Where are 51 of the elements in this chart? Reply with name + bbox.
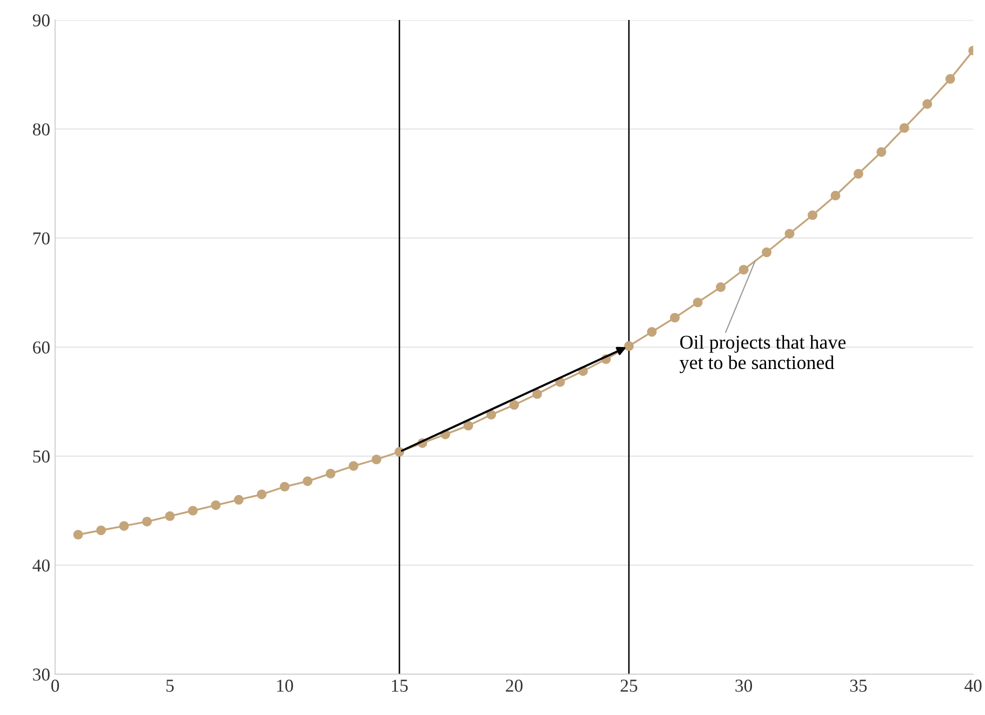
- point: [142, 516, 152, 526]
- point: [624, 341, 634, 351]
- point: [348, 461, 358, 471]
- point: [876, 147, 886, 157]
- point: [73, 530, 83, 540]
- point: [692, 298, 703, 308]
- x-tick-label: 10: [277, 680, 294, 692]
- point: [945, 74, 956, 84]
- annotation: Oil projects that have yet to be sanctioned: [680, 335, 846, 374]
- x-tick-label: 0: [51, 680, 59, 692]
- point: [899, 123, 910, 133]
- point: [784, 228, 794, 239]
- point: [165, 511, 175, 521]
- point: [647, 327, 657, 337]
- point: [738, 264, 749, 275]
- point: [716, 282, 726, 292]
- point: [762, 247, 772, 258]
- point: [210, 500, 221, 510]
- y-tick-label: 30: [33, 668, 50, 681]
- y-tick-label: 70: [33, 232, 50, 245]
- y-tick-label: 40: [32, 559, 50, 572]
- y-tick-label: 80: [32, 123, 50, 136]
- point: [854, 168, 864, 179]
- point: [280, 482, 290, 492]
- point: [394, 446, 404, 457]
- point: [532, 389, 542, 399]
- x-tick-label: 25: [620, 680, 638, 692]
- point: [509, 400, 520, 410]
- x-tick-label: 5: [166, 680, 174, 692]
- y-tick-label: 90: [32, 14, 50, 26]
- x-tick-label: 35: [850, 680, 867, 692]
- point: [96, 525, 106, 536]
- point: [372, 454, 382, 464]
- x-tick-label: 15: [392, 680, 408, 692]
- point: [234, 494, 244, 505]
- point: [463, 420, 474, 430]
- point: [670, 312, 680, 323]
- point: [922, 99, 932, 109]
- point: [326, 468, 336, 478]
- point: [302, 476, 312, 486]
- point: [830, 190, 840, 200]
- point: [486, 410, 496, 420]
- point: [119, 521, 129, 531]
- x-tick-label: 40: [964, 680, 982, 692]
- x-tick-label: 20: [506, 680, 523, 692]
- point: [256, 489, 267, 500]
- point: [808, 210, 818, 220]
- point: [188, 506, 198, 516]
- y-tick-label: 50: [33, 450, 50, 463]
- x-tick-label: 30: [736, 680, 752, 692]
- y-tick-label: 60: [33, 341, 50, 354]
